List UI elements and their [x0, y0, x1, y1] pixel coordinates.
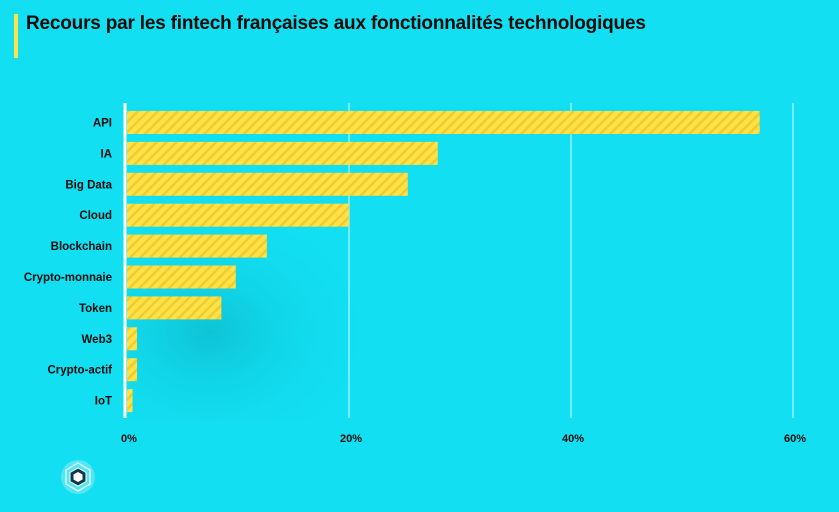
category-label: IoT	[95, 396, 112, 408]
bar	[127, 296, 222, 320]
bar	[127, 172, 408, 196]
x-tick-label: 40%	[562, 433, 584, 445]
bar	[127, 265, 236, 289]
bar	[127, 111, 760, 134]
bar	[127, 203, 349, 227]
bar	[127, 389, 133, 413]
category-label: IA	[101, 148, 113, 160]
bar	[127, 327, 137, 351]
chart-title: Recours par les fintech françaises aux f…	[26, 13, 646, 34]
category-label: Cloud	[79, 210, 112, 222]
category-label: Token	[79, 303, 112, 315]
title-accent-bar	[14, 14, 18, 58]
category-label: Blockchain	[51, 241, 112, 253]
x-tick-label: 20%	[340, 433, 362, 445]
category-label: Crypto-monnaie	[24, 272, 112, 284]
bar	[127, 234, 267, 258]
x-tick-label: 0%	[121, 433, 137, 445]
bar	[127, 141, 438, 165]
category-label: API	[93, 118, 112, 130]
bar	[127, 358, 137, 382]
x-tick-label: 60%	[784, 433, 806, 445]
category-label: Big Data	[65, 179, 112, 191]
category-label: Web3	[82, 334, 112, 346]
category-label: Crypto-actif	[47, 365, 112, 377]
hexagon-logo-icon	[61, 460, 95, 494]
